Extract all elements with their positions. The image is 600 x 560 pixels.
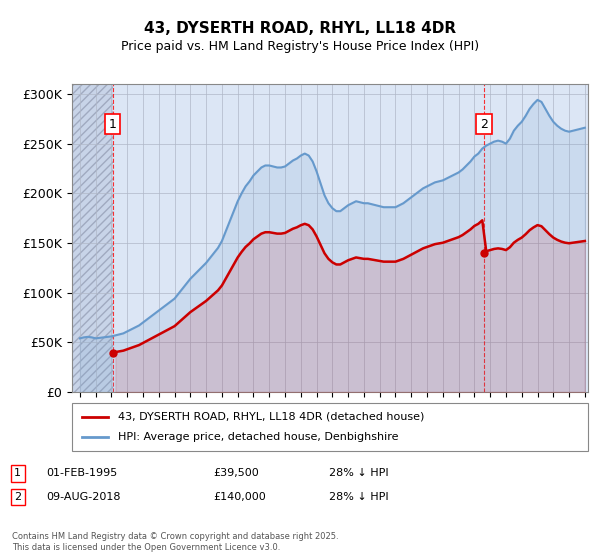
Text: 2: 2 [480, 118, 488, 130]
Text: 1: 1 [14, 468, 21, 478]
Text: 1: 1 [109, 118, 116, 130]
Text: £140,000: £140,000 [214, 492, 266, 502]
Text: 01-FEB-1995: 01-FEB-1995 [47, 468, 118, 478]
Bar [72, 84, 113, 392]
Text: 2: 2 [14, 492, 22, 502]
Text: Price paid vs. HM Land Registry's House Price Index (HPI): Price paid vs. HM Land Registry's House … [121, 40, 479, 53]
Text: 28% ↓ HPI: 28% ↓ HPI [329, 468, 388, 478]
FancyBboxPatch shape [72, 403, 588, 451]
Text: 28% ↓ HPI: 28% ↓ HPI [329, 492, 388, 502]
Text: 43, DYSERTH ROAD, RHYL, LL18 4DR: 43, DYSERTH ROAD, RHYL, LL18 4DR [144, 21, 456, 36]
Text: 09-AUG-2018: 09-AUG-2018 [47, 492, 121, 502]
Text: £39,500: £39,500 [214, 468, 259, 478]
Text: Contains HM Land Registry data © Crown copyright and database right 2025.
This d: Contains HM Land Registry data © Crown c… [12, 532, 338, 552]
Text: HPI: Average price, detached house, Denbighshire: HPI: Average price, detached house, Denb… [118, 432, 399, 442]
Text: 43, DYSERTH ROAD, RHYL, LL18 4DR (detached house): 43, DYSERTH ROAD, RHYL, LL18 4DR (detach… [118, 412, 425, 422]
